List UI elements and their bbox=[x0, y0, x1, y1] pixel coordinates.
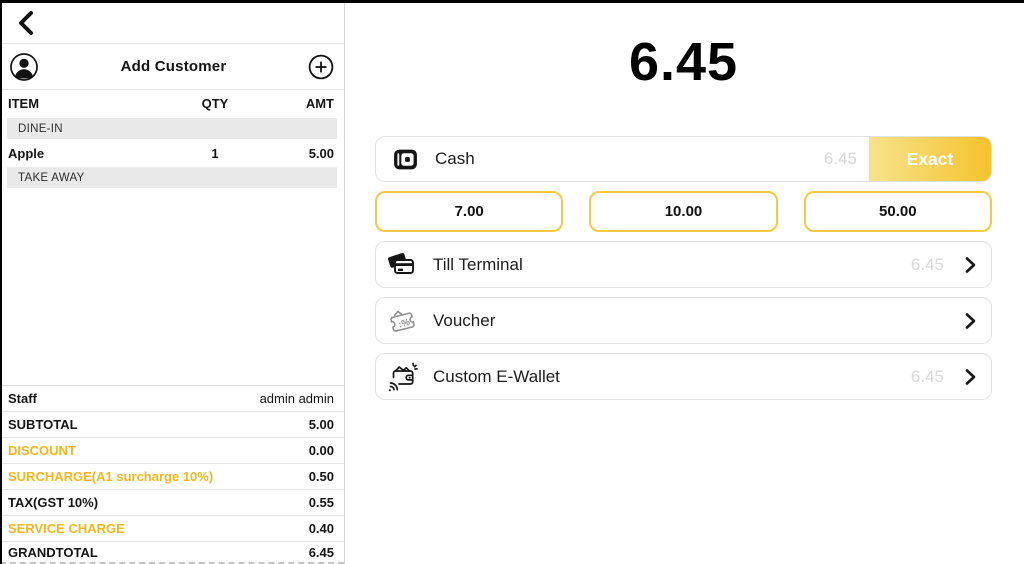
quick-amount-button-10[interactable]: 10.00 bbox=[589, 191, 778, 232]
back-bar bbox=[0, 3, 344, 44]
wallet-contactless-icon-wrap bbox=[386, 361, 420, 393]
col-qty-header: QTY bbox=[201, 96, 229, 111]
wallet-contactless-icon bbox=[388, 362, 418, 391]
exact-amount-button[interactable]: Exact bbox=[869, 137, 991, 181]
chevron-right-icon bbox=[965, 256, 976, 273]
summary-row-tax: TAX(GST 10%) 0.55 bbox=[0, 490, 344, 516]
item-qty: 1 bbox=[211, 146, 219, 161]
svg-text::%: :% bbox=[397, 316, 411, 330]
grandtotal-value: 6.45 bbox=[308, 544, 334, 560]
person-circle-icon bbox=[10, 52, 38, 81]
summary-row-staff: Staff admin admin bbox=[0, 386, 344, 412]
discount-value: 0.00 bbox=[308, 443, 334, 458]
ticket-percent-icon: :% bbox=[390, 310, 415, 332]
surcharge-value: 0.50 bbox=[308, 469, 334, 484]
staff-value: admin admin bbox=[259, 391, 334, 406]
credit-cards-icon bbox=[388, 252, 414, 274]
amount-due: 6.45 bbox=[628, 32, 739, 92]
summary-row-grandtotal: GRANDTOTAL 6.45 bbox=[0, 542, 344, 564]
voucher-row[interactable]: :% Voucher bbox=[375, 297, 992, 344]
screen-top-edge bbox=[0, 0, 1024, 3]
quick-amount-button-7[interactable]: 7.00 bbox=[375, 191, 564, 232]
discount-label: DISCOUNT bbox=[8, 443, 76, 458]
summary-row-discount: DISCOUNT 0.00 bbox=[0, 438, 344, 464]
chevron-left-icon bbox=[19, 11, 33, 35]
order-table-header: ITEM QTY AMT bbox=[0, 90, 344, 117]
order-type-badge-take-away: TAKE AWAY bbox=[7, 167, 337, 188]
subtotal-value: 5.00 bbox=[308, 417, 334, 432]
cash-drawer-icon bbox=[393, 149, 417, 169]
cash-payment-row[interactable]: Cash Exact bbox=[375, 136, 992, 182]
order-panel-spacer bbox=[0, 190, 344, 385]
quick-amount-button-50[interactable]: 50.00 bbox=[803, 191, 992, 232]
voucher-label: Voucher bbox=[433, 310, 496, 330]
add-customer-row[interactable]: Add Customer bbox=[0, 44, 344, 90]
item-name: Apple bbox=[8, 146, 45, 161]
quick-amount-row: 7.00 10.00 50.00 bbox=[375, 191, 992, 232]
grandtotal-label: GRANDTOTAL bbox=[8, 544, 98, 560]
till-terminal-amount: 6.45 bbox=[910, 254, 944, 274]
service-charge-value: 0.40 bbox=[308, 521, 334, 536]
summary-row-service-charge: SERVICE CHARGE 0.40 bbox=[0, 516, 344, 542]
payment-panel: 6.45 Cash Exact 7.00 10.00 50.00 bbox=[345, 0, 1024, 564]
tax-label: TAX(GST 10%) bbox=[8, 495, 99, 510]
cash-icon-wrap bbox=[388, 146, 422, 173]
summary-row-surcharge: SURCHARGE(A1 surcharge 10%) 0.50 bbox=[0, 464, 344, 490]
item-amount: 5.00 bbox=[308, 146, 334, 161]
summary-row-subtotal: SUBTOTAL 5.00 bbox=[0, 412, 344, 438]
credit-cards-icon-wrap bbox=[386, 251, 420, 279]
till-terminal-label: Till Terminal bbox=[433, 254, 523, 274]
plus-circle-icon[interactable] bbox=[308, 54, 334, 80]
cash-label: Cash bbox=[435, 149, 475, 168]
staff-label: Staff bbox=[8, 391, 37, 406]
surcharge-label: SURCHARGE(A1 surcharge 10%) bbox=[8, 469, 214, 484]
col-item-header: ITEM bbox=[8, 96, 40, 111]
chevron-right-icon bbox=[965, 368, 976, 385]
cash-amount-input[interactable] bbox=[474, 149, 857, 169]
add-customer-label: Add Customer bbox=[120, 58, 227, 75]
order-item-row[interactable]: Apple 1 5.00 bbox=[0, 141, 344, 166]
custom-ewallet-row[interactable]: Custom E-Wallet 6.45 bbox=[375, 353, 992, 400]
tax-value: 0.55 bbox=[308, 495, 334, 510]
chevron-right-icon bbox=[965, 312, 976, 329]
order-panel: Add Customer ITEM QTY AMT DINE-IN Apple … bbox=[0, 0, 345, 564]
back-button[interactable] bbox=[13, 7, 41, 39]
order-summary: Staff admin admin SUBTOTAL 5.00 DISCOUNT… bbox=[0, 385, 344, 564]
ticket-percent-icon-wrap: :% bbox=[386, 306, 420, 336]
custom-ewallet-label: Custom E-Wallet bbox=[433, 366, 560, 386]
col-amt-header: AMT bbox=[305, 96, 334, 111]
service-charge-label: SERVICE CHARGE bbox=[8, 521, 125, 536]
subtotal-label: SUBTOTAL bbox=[8, 417, 78, 432]
custom-ewallet-amount: 6.45 bbox=[910, 366, 944, 386]
order-type-badge-dine-in: DINE-IN bbox=[7, 118, 337, 139]
screen-left-edge bbox=[0, 0, 2, 564]
till-terminal-row[interactable]: Till Terminal 6.45 bbox=[375, 241, 992, 288]
